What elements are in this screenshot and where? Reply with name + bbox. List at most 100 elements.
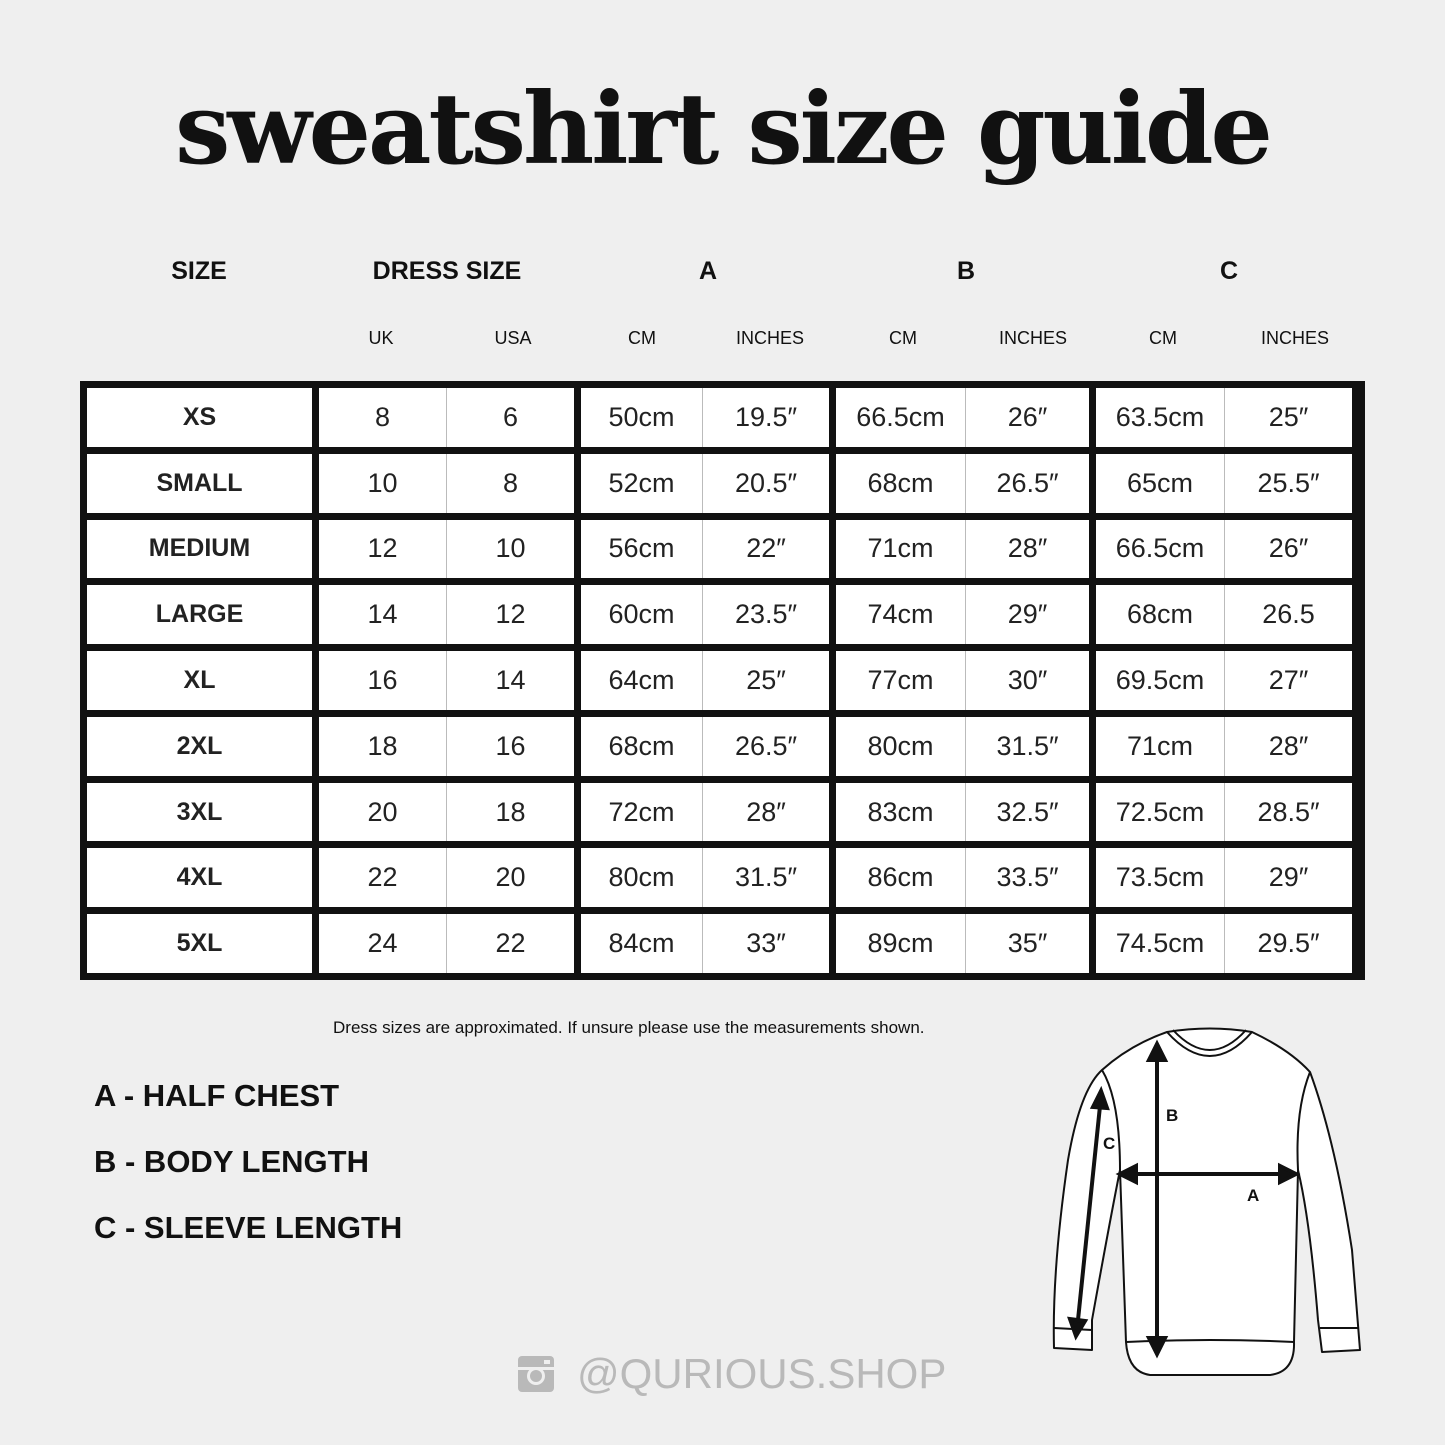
cell-b-inches: 35″	[965, 914, 1089, 973]
footnote: Dress sizes are approximated. If unsure …	[333, 1018, 925, 1037]
divider	[312, 914, 319, 973]
cell-a-inches: 19.5″	[702, 388, 829, 447]
cell-c-inches: 25″	[1224, 388, 1352, 447]
subheader-usa: USA	[494, 328, 532, 348]
divider	[312, 388, 319, 447]
header-b: B	[956, 257, 976, 285]
subheader-b-cm: CM	[889, 328, 917, 348]
divider	[1089, 782, 1096, 842]
cell-a-inches: 26.5″	[702, 716, 829, 776]
cell-b-inches: 31.5″	[965, 716, 1089, 776]
table-row: XL 16 14 64cm 25″ 77cm 30″ 69.5cm 27″	[87, 651, 1358, 710]
subheader-a-cm: CM	[628, 328, 656, 348]
diagram-label-a: A	[1247, 1186, 1259, 1205]
size-table: XS 8 6 50cm 19.5″ 66.5cm 26″ 63.5cm 25″ SMALL 10 8 5…	[80, 381, 1365, 980]
divider	[312, 585, 319, 645]
table-row: LARGE 14 12 60cm 23.5″ 74cm 29″ 68cm 26.5	[87, 585, 1358, 645]
subheader-c-inches: INCHES	[1260, 328, 1330, 348]
legend-a: A - HALF CHEST	[94, 1078, 340, 1113]
divider	[574, 388, 581, 447]
cell-b-cm: 80cm	[836, 716, 965, 776]
subheader-c-cm: CM	[1149, 328, 1177, 348]
cell-c-cm: 74.5cm	[1096, 914, 1224, 973]
divider	[829, 453, 836, 513]
divider	[829, 716, 836, 776]
cell-a-inches: 31.5″	[702, 848, 829, 908]
cell-b-cm: 89cm	[836, 914, 965, 973]
divider	[1089, 716, 1096, 776]
cell-a-cm: 72cm	[581, 782, 702, 842]
cell-usa: 14	[446, 651, 574, 710]
divider	[574, 914, 581, 973]
sweatshirt-body	[1052, 1027, 1361, 1376]
cell-a-cm: 60cm	[581, 585, 702, 645]
cell-a-cm: 64cm	[581, 651, 702, 710]
cell-a-cm: 84cm	[581, 914, 702, 973]
cell-c-inches: 28.5″	[1224, 782, 1352, 842]
divider	[829, 848, 836, 908]
table-row: MEDIUM 12 10 56cm 22″ 71cm 28″ 66.5cm 26″	[87, 519, 1358, 579]
header-c: C	[1219, 257, 1239, 285]
cell-uk: 12	[319, 519, 446, 579]
diagram-label-b: B	[1166, 1106, 1178, 1125]
social-handle-text: @QURIOUS.SHOP	[577, 1350, 947, 1397]
subheader-a-inches: INCHES	[735, 328, 805, 348]
cell-b-cm: 86cm	[836, 848, 965, 908]
divider	[1089, 453, 1096, 513]
cell-a-cm: 50cm	[581, 388, 702, 447]
divider	[829, 782, 836, 842]
divider	[829, 914, 836, 973]
divider	[312, 848, 319, 908]
social-handle: @QURIOUS.SHOP	[517, 1350, 946, 1398]
cell-c-cm: 66.5cm	[1096, 519, 1224, 579]
divider	[829, 519, 836, 579]
cell-b-inches: 33.5″	[965, 848, 1089, 908]
cell-uk: 22	[319, 848, 446, 908]
divider	[1089, 848, 1096, 908]
divider	[312, 651, 319, 710]
cell-b-inches: 32.5″	[965, 782, 1089, 842]
cell-b-cm: 68cm	[836, 453, 965, 513]
cell-usa: 16	[446, 716, 574, 776]
cell-usa: 6	[446, 388, 574, 447]
divider	[312, 716, 319, 776]
divider	[574, 848, 581, 908]
legend-c: C - SLEEVE LENGTH	[94, 1210, 403, 1245]
cell-c-inches: 26″	[1224, 519, 1352, 579]
divider	[1089, 585, 1096, 645]
cell-b-cm: 83cm	[836, 782, 965, 842]
cell-uk: 18	[319, 716, 446, 776]
cell-a-cm: 80cm	[581, 848, 702, 908]
cell-c-cm: 72.5cm	[1096, 782, 1224, 842]
cell-usa: 22	[446, 914, 574, 973]
cell-size: XL	[87, 651, 312, 710]
divider	[574, 716, 581, 776]
divider	[829, 585, 836, 645]
divider	[574, 453, 581, 513]
cell-b-inches: 30″	[965, 651, 1089, 710]
cell-c-inches: 25.5″	[1224, 453, 1352, 513]
cell-size: 5XL	[87, 914, 312, 973]
cell-b-cm: 77cm	[836, 651, 965, 710]
table-row: 3XL 20 18 72cm 28″ 83cm 32.5″ 72.5cm 28.5″	[87, 782, 1358, 842]
cell-uk: 8	[319, 388, 446, 447]
cell-c-cm: 68cm	[1096, 585, 1224, 645]
header-dress-size: DRESS SIZE	[372, 257, 522, 285]
cell-size: 2XL	[87, 716, 312, 776]
cell-c-cm: 63.5cm	[1096, 388, 1224, 447]
cell-c-inches: 29.5″	[1224, 914, 1352, 973]
cell-c-cm: 71cm	[1096, 716, 1224, 776]
cell-b-inches: 26.5″	[965, 453, 1089, 513]
divider	[1089, 651, 1096, 710]
cell-c-cm: 73.5cm	[1096, 848, 1224, 908]
page-title: sweatshirt size guide	[175, 72, 1273, 187]
cell-a-cm: 56cm	[581, 519, 702, 579]
cell-b-inches: 29″	[965, 585, 1089, 645]
cell-usa: 12	[446, 585, 574, 645]
cell-c-cm: 69.5cm	[1096, 651, 1224, 710]
divider	[574, 651, 581, 710]
divider	[1089, 914, 1096, 973]
cell-uk: 16	[319, 651, 446, 710]
cell-uk: 14	[319, 585, 446, 645]
cell-c-inches: 26.5	[1224, 585, 1352, 645]
